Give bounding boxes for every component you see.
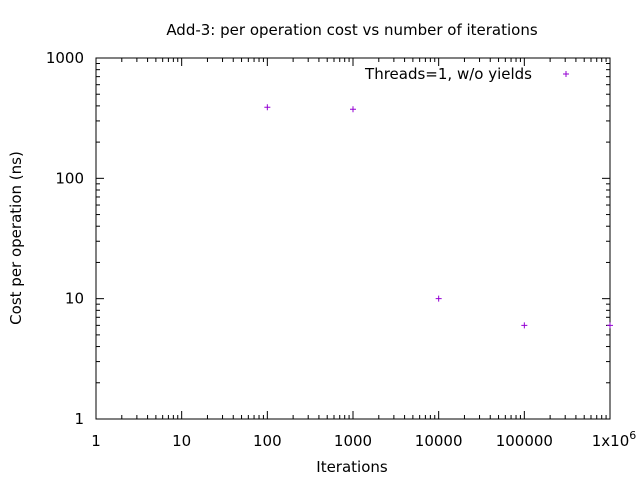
x-axis: 1 10 100 1000 10000 100000 1x106 xyxy=(91,58,636,450)
y-axis: 1 10 100 1000 xyxy=(46,49,610,428)
data-point xyxy=(607,322,613,329)
data-points xyxy=(264,104,613,329)
y-tick-label: 1 xyxy=(74,410,84,428)
x-tick-label: 1000 xyxy=(334,432,372,450)
x-tick-label: 10000 xyxy=(415,432,463,450)
data-point xyxy=(521,322,528,329)
data-point xyxy=(264,104,271,111)
legend-label: Threads=1, w/o yields xyxy=(364,65,532,83)
x-axis-label: Iterations xyxy=(316,458,388,476)
y-tick-label: 100 xyxy=(55,169,84,187)
x-tick-label: 1 xyxy=(91,432,101,450)
chart-title: Add-3: per operation cost vs number of i… xyxy=(166,21,538,39)
x-tick-label: 1x106 xyxy=(592,429,637,450)
x-tick-label: 10 xyxy=(172,432,191,450)
y-tick-label: 10 xyxy=(65,290,84,308)
y-axis-label: Cost per operation (ns) xyxy=(7,151,25,325)
data-point xyxy=(350,106,356,113)
y-tick-label: 1000 xyxy=(46,49,84,67)
data-point xyxy=(435,295,442,302)
x-tick-label: 100 xyxy=(253,432,282,450)
legend-marker xyxy=(563,71,569,77)
legend: Threads=1, w/o yields xyxy=(364,65,569,83)
x-tick-label: 100000 xyxy=(496,432,553,450)
